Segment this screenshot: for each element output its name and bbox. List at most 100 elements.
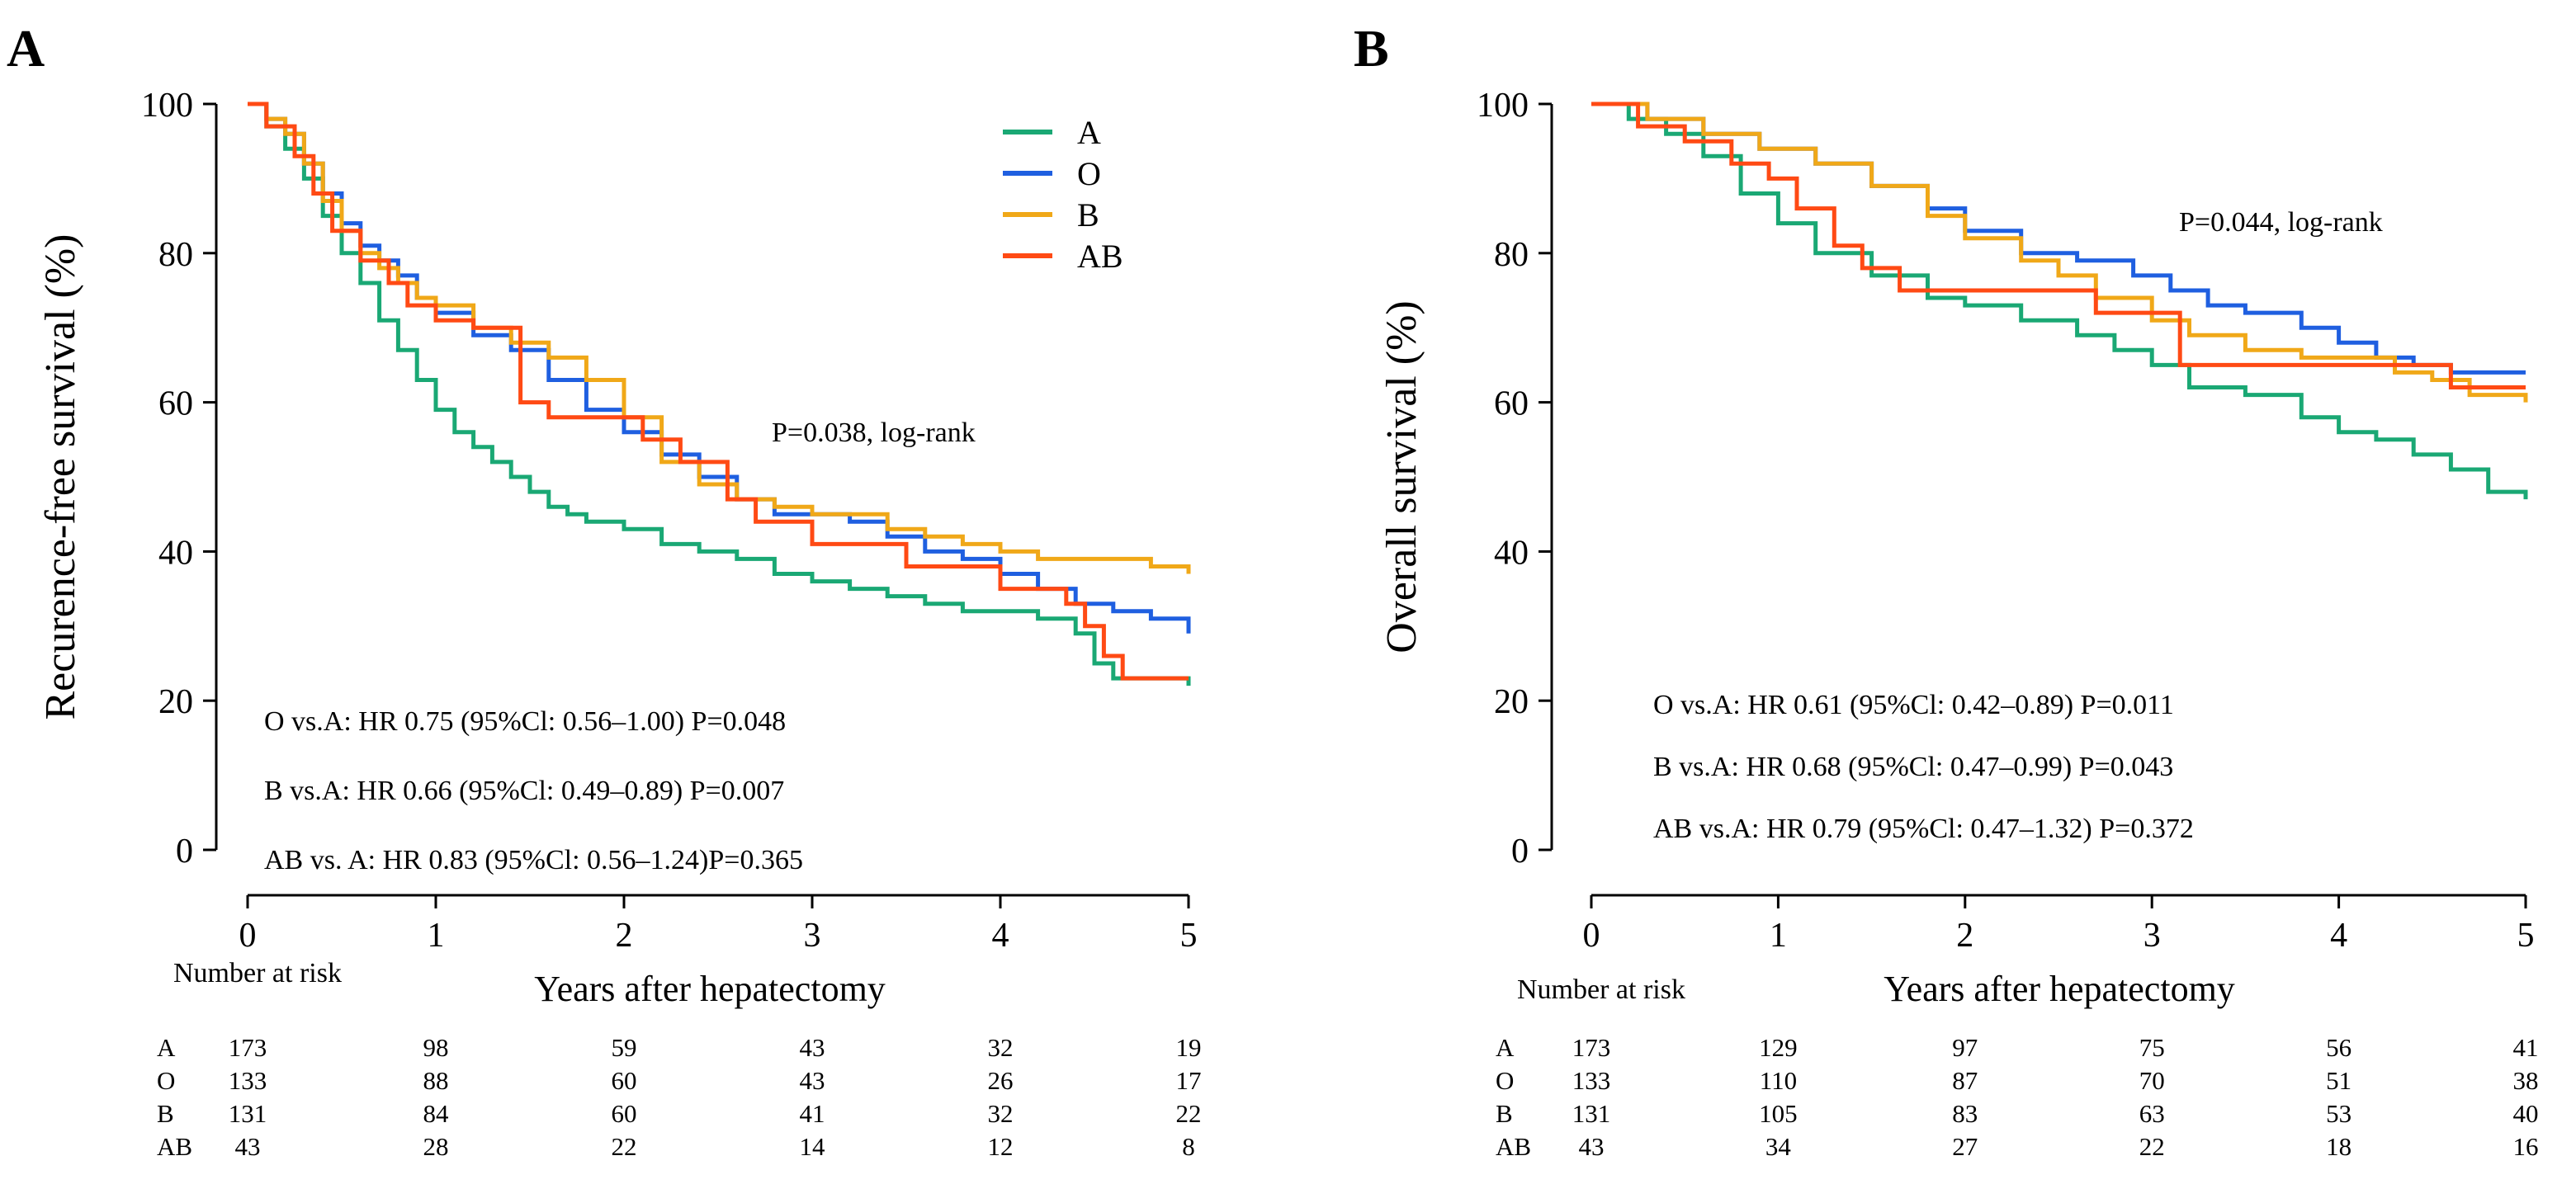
y-axis-title-a: Recurence-free survival (%): [37, 234, 84, 720]
risk-table-count-b: 27: [1952, 1132, 1978, 1161]
y-tick-label-a: 0: [176, 833, 193, 870]
y-tick-label-b: 0: [1511, 833, 1529, 870]
risk-table-count-b: 56: [2326, 1033, 2351, 1062]
risk-table-count-a: 60: [612, 1099, 637, 1128]
legend-label-a: A: [1077, 114, 1101, 151]
risk-table-count-b: 43: [1579, 1132, 1605, 1161]
risk-table-count-b: 131: [1572, 1099, 1611, 1128]
risk-table-count-b: 75: [2139, 1033, 2165, 1062]
risk-table-group-b: AB: [1496, 1132, 1531, 1161]
survival-curve-a-ab: [248, 101, 1189, 681]
y-tick-label-a: 20: [158, 683, 193, 721]
hazard-ratio-annotation-a: AB vs. A: HR 0.83 (95%Cl: 0.56–1.24)P=0.…: [264, 845, 803, 875]
risk-table-count-a: 84: [423, 1099, 450, 1128]
risk-table-group-a: AB: [157, 1132, 192, 1161]
risk-table-count-b: 18: [2326, 1132, 2351, 1161]
risk-table-group-a: B: [157, 1099, 174, 1128]
hazard-ratio-annotation-b: B vs.A: HR 0.68 (95%Cl: 0.47–0.99) P=0.0…: [1653, 752, 2173, 782]
x-tick-label-b: 2: [1956, 917, 1973, 955]
panel-label-b: B: [1354, 19, 1389, 78]
risk-table-count-b: 40: [2513, 1099, 2539, 1128]
risk-table-count-b: 22: [2139, 1132, 2165, 1161]
y-tick-label-b: 40: [1494, 534, 1529, 572]
risk-table-count-b: 38: [2513, 1066, 2539, 1095]
risk-table-count-b: 51: [2326, 1066, 2351, 1095]
x-tick-label-a: 3: [804, 917, 821, 955]
risk-table-group-b: A: [1496, 1033, 1515, 1062]
risk-table-count-a: 88: [423, 1066, 449, 1095]
legend-label-ab: AB: [1077, 238, 1123, 275]
x-tick-label-a: 4: [992, 917, 1009, 955]
risk-table-count-a: 60: [612, 1066, 637, 1095]
risk-table-header-b: Number at risk: [1517, 974, 1685, 1005]
risk-table-count-a: 22: [612, 1132, 637, 1161]
risk-table-count-a: 43: [235, 1132, 261, 1161]
risk-table-count-a: 131: [229, 1099, 267, 1128]
survival-curve-a-o: [248, 101, 1191, 634]
panel-label-a: A: [7, 19, 45, 78]
risk-table-group-b: B: [1496, 1099, 1513, 1128]
risk-table-count-b: 70: [2139, 1066, 2165, 1095]
risk-table-count-a: 17: [1176, 1066, 1202, 1095]
x-tick-label-b: 0: [1583, 917, 1600, 955]
risk-table-count-b: 34: [1765, 1132, 1792, 1161]
risk-table-count-a: 22: [1176, 1099, 1202, 1128]
risk-table-header-a: Number at risk: [173, 958, 342, 988]
x-tick-label-a: 1: [428, 917, 445, 955]
x-tick-label-b: 5: [2517, 917, 2535, 955]
pvalue-annotation-a: P=0.038, log-rank: [772, 418, 976, 448]
y-tick-label-b: 80: [1494, 236, 1529, 274]
y-tick-label-b: 100: [1477, 87, 1529, 125]
risk-table-count-a: 43: [800, 1066, 825, 1095]
y-tick-label-a: 80: [158, 236, 193, 274]
risk-table-count-a: 98: [423, 1033, 449, 1062]
survival-curve-b-ab: [1591, 101, 2526, 389]
risk-table-count-b: 110: [1760, 1066, 1797, 1095]
risk-table-count-a: 32: [988, 1099, 1014, 1128]
risk-table-count-b: 129: [1759, 1033, 1798, 1062]
risk-table-count-b: 133: [1572, 1066, 1611, 1095]
risk-table-count-a: 59: [612, 1033, 637, 1062]
risk-table-count-a: 26: [988, 1066, 1014, 1095]
risk-table-count-a: 173: [229, 1033, 267, 1062]
risk-table-count-a: 32: [988, 1033, 1014, 1062]
risk-table-count-b: 87: [1952, 1066, 1978, 1095]
risk-table-group-a: O: [157, 1066, 175, 1095]
risk-table-count-a: 14: [800, 1132, 826, 1161]
x-tick-label-a: 0: [239, 917, 257, 955]
risk-table-group-b: O: [1496, 1066, 1514, 1095]
risk-table-count-b: 16: [2513, 1132, 2539, 1161]
y-axis-title-b: Overall survival (%): [1378, 300, 1425, 653]
y-tick-label-a: 100: [141, 87, 193, 125]
risk-table-count-a: 43: [800, 1033, 825, 1062]
y-tick-label-b: 20: [1494, 683, 1529, 721]
legend-label-o: O: [1077, 155, 1101, 192]
risk-table-count-a: 28: [423, 1132, 449, 1161]
hazard-ratio-annotation-a: O vs.A: HR 0.75 (95%Cl: 0.56–1.00) P=0.0…: [264, 706, 786, 737]
risk-table-count-b: 97: [1952, 1033, 1978, 1062]
x-tick-label-a: 2: [616, 917, 633, 955]
risk-table-count-a: 8: [1182, 1132, 1195, 1161]
risk-table-group-a: A: [157, 1033, 176, 1062]
risk-table-count-b: 83: [1952, 1099, 1978, 1128]
survival-curve-b-a: [1591, 101, 2528, 500]
risk-table-count-a: 19: [1176, 1033, 1202, 1062]
x-axis-title-a: Years after hepatectomy: [534, 969, 886, 1009]
x-tick-label-b: 4: [2330, 917, 2347, 955]
survival-curve-b-b: [1591, 101, 2528, 403]
x-tick-label-a: 5: [1180, 917, 1198, 955]
risk-table-count-b: 105: [1759, 1099, 1798, 1128]
hazard-ratio-annotation-b: AB vs.A: HR 0.79 (95%Cl: 0.47–1.32) P=0.…: [1653, 814, 2194, 844]
risk-table-count-b: 41: [2513, 1033, 2539, 1062]
y-tick-label-b: 60: [1494, 385, 1529, 423]
x-tick-label-b: 1: [1770, 917, 1787, 955]
survival-curve-a-a: [248, 101, 1191, 686]
pvalue-annotation-b: P=0.044, log-rank: [2179, 207, 2383, 238]
y-tick-label-a: 40: [158, 534, 193, 572]
legend-label-b: B: [1077, 196, 1099, 234]
x-tick-label-b: 3: [2144, 917, 2161, 955]
risk-table-count-b: 63: [2139, 1099, 2165, 1128]
risk-table-count-a: 41: [800, 1099, 825, 1128]
